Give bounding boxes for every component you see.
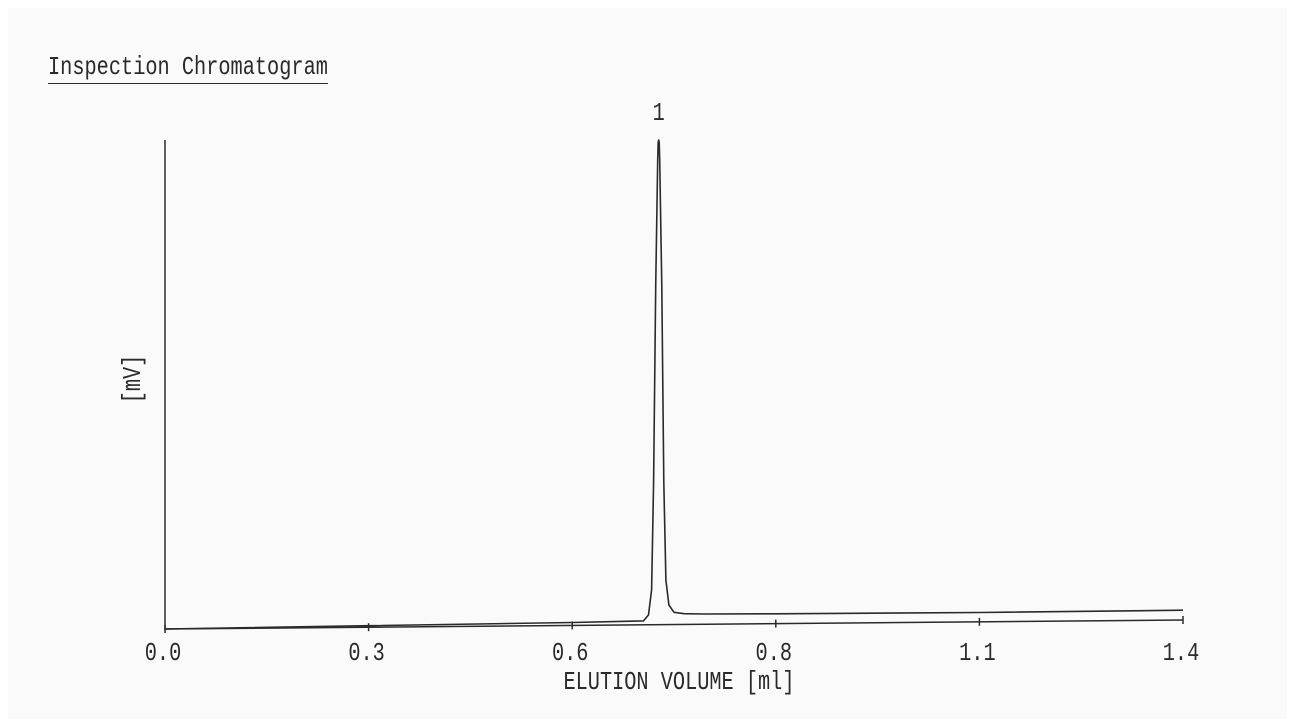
x-axis-label: ELUTION VOLUME [ml] <box>563 668 794 697</box>
y-axis-label: [mV] <box>119 355 148 404</box>
x-tick-label: 0.0 <box>145 639 181 668</box>
x-tick-label: 0.6 <box>552 639 588 668</box>
x-tick-label: 1.4 <box>1163 639 1199 668</box>
peak-label: 1 <box>653 99 665 128</box>
series-line <box>164 139 1184 630</box>
x-tick-label: 1.1 <box>959 639 995 668</box>
x-axis <box>164 619 1184 630</box>
chart-title: Inspection Chromatogram <box>48 52 328 84</box>
x-tick-label: 0.3 <box>348 639 384 668</box>
x-tick-label: 0.8 <box>756 639 792 668</box>
chart-sheet <box>8 8 1287 719</box>
